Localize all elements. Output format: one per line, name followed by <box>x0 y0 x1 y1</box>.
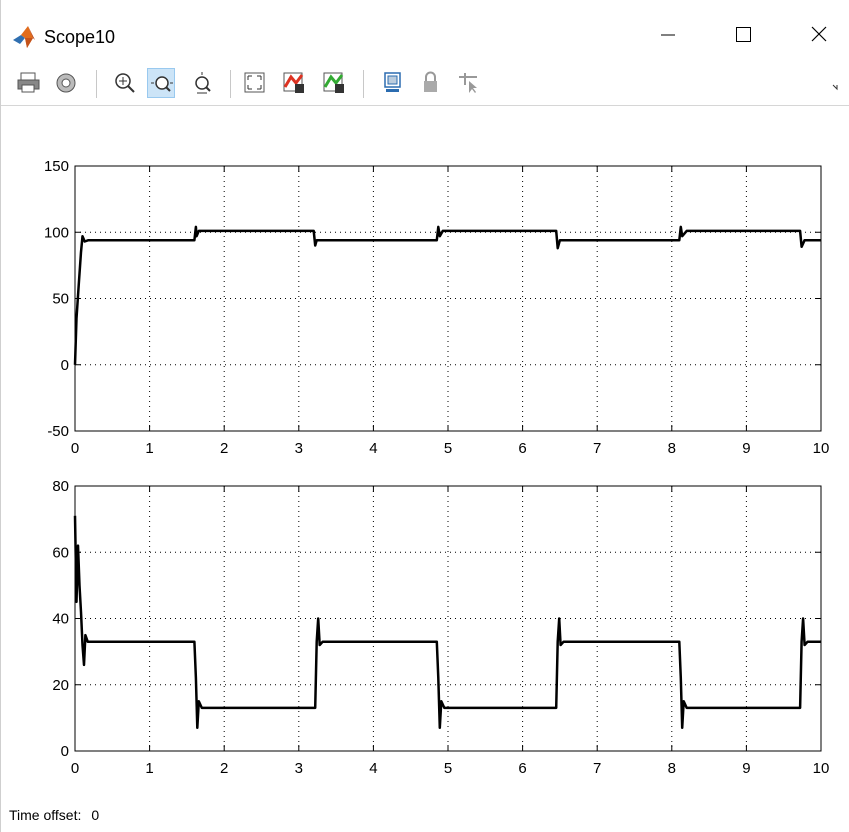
x-tick-label: 6 <box>518 440 526 457</box>
y-tick-label: 150 <box>44 158 69 175</box>
x-tick-label: 1 <box>145 440 153 457</box>
minimize-icon <box>661 34 675 36</box>
parameters-button[interactable] <box>53 68 81 98</box>
save-axes-settings-icon <box>283 72 304 93</box>
time-offset-value: 0 <box>91 807 100 823</box>
x-tick-label: 2 <box>220 440 228 457</box>
x-tick-label: 10 <box>813 440 830 457</box>
zoom-y-axis-button[interactable] <box>189 68 217 98</box>
y-tick-label: 0 <box>61 357 69 374</box>
print-icon <box>17 72 40 93</box>
parameters-icon <box>56 73 76 93</box>
y-tick-label: 60 <box>52 544 69 561</box>
floating-scope-button[interactable] <box>379 68 407 98</box>
y-tick-label: 40 <box>52 611 69 628</box>
signal-line-1 <box>73 225 821 365</box>
x-tick-label: 9 <box>742 440 750 457</box>
status-bar: Time offset: 0 <box>9 807 99 823</box>
x-tick-label: 0 <box>71 440 79 457</box>
close-button[interactable] <box>796 18 842 54</box>
maximize-button[interactable] <box>720 18 766 54</box>
x-tick-label: 6 <box>518 760 526 777</box>
restore-axes-settings-icon <box>323 72 344 93</box>
x-tick-label: 7 <box>593 760 601 777</box>
zoom-x-axis-icon <box>151 76 173 92</box>
x-tick-label: 10 <box>813 760 830 777</box>
x-tick-label: 9 <box>742 760 750 777</box>
maximize-icon <box>736 27 751 42</box>
x-tick-label: 2 <box>220 760 228 777</box>
minimize-button[interactable] <box>645 18 691 54</box>
x-tick-label: 5 <box>444 760 452 777</box>
x-tick-label: 8 <box>668 760 676 777</box>
y-tick-label: -50 <box>47 423 69 440</box>
axes-2[interactable]: 0 1 2 3 4 5 6 7 8 9 10 0 20 40 60 80 <box>52 478 829 777</box>
close-icon <box>811 26 827 42</box>
restore-axes-settings-button[interactable] <box>320 68 348 98</box>
y-tick-label: 100 <box>44 224 69 241</box>
y-tick-label: 50 <box>52 291 69 308</box>
toolbar-overflow-button[interactable] <box>827 68 845 98</box>
toolbar <box>1 62 849 106</box>
zoom-in-button[interactable] <box>111 68 139 98</box>
x-tick-label: 8 <box>668 440 676 457</box>
scope-display: 0 1 2 3 4 5 6 7 8 9 10 -50 0 50 100 150 0 1 2 3 4 5 6 7 8 9 10 0 20 4… <box>1 106 849 832</box>
x-tick-label: 5 <box>444 440 452 457</box>
y-tick-label: 20 <box>52 677 69 694</box>
toolbar-separator <box>363 70 364 98</box>
autoscale-button[interactable] <box>241 68 269 98</box>
x-tick-label: 0 <box>71 760 79 777</box>
toolbar-separator <box>96 70 97 98</box>
lock-axes-icon <box>424 71 437 92</box>
x-tick-label: 1 <box>145 760 153 777</box>
print-button[interactable] <box>15 68 43 98</box>
matlab-logo-icon <box>13 26 35 48</box>
y-tick-label: 80 <box>52 478 69 495</box>
toolbar-separator <box>230 70 231 98</box>
x-tick-label: 4 <box>369 760 377 777</box>
window-title: Scope10 <box>44 27 116 47</box>
time-offset-label: Time offset: <box>9 807 82 823</box>
x-tick-label: 3 <box>295 760 303 777</box>
signal-selection-icon <box>459 73 477 93</box>
zoom-x-axis-button[interactable] <box>147 68 175 98</box>
x-tick-label: 3 <box>295 440 303 457</box>
save-axes-settings-button[interactable] <box>280 68 308 98</box>
signal-selection-button[interactable] <box>455 68 483 98</box>
floating-scope-icon <box>384 72 401 92</box>
x-tick-label: 7 <box>593 440 601 457</box>
axes-border <box>74 165 822 432</box>
title-bar[interactable]: Scope10 <box>1 0 849 60</box>
zoom-in-icon <box>115 73 135 93</box>
zoom-y-axis-icon <box>195 72 211 94</box>
signal-line-1 <box>73 515 821 730</box>
x-tick-label: 4 <box>369 440 377 457</box>
autoscale-icon <box>244 72 265 93</box>
chevron-overflow-icon <box>832 84 838 91</box>
lock-axes-button[interactable] <box>417 68 445 98</box>
y-tick-label: 0 <box>61 743 69 760</box>
axes-border <box>74 485 822 752</box>
